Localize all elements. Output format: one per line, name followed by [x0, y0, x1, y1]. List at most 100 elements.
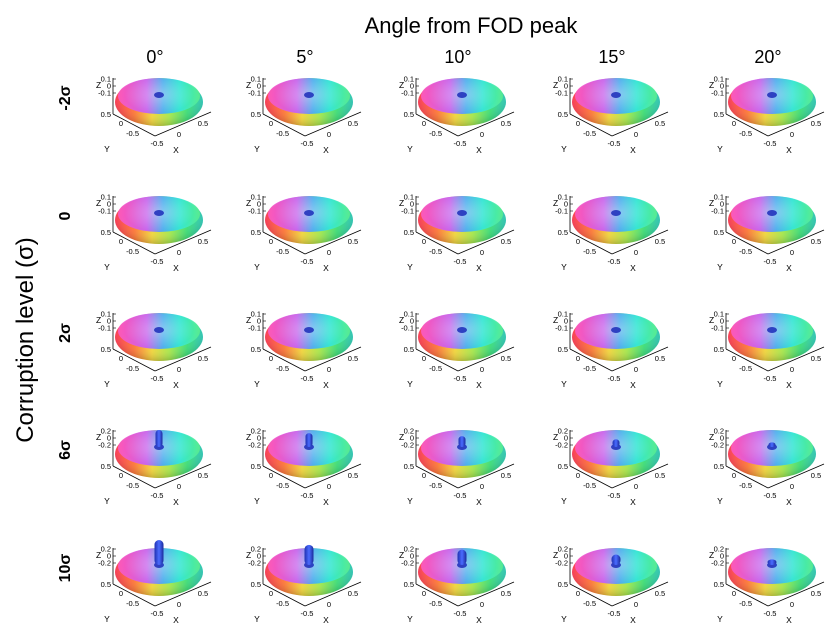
x-axis-label: X: [173, 263, 179, 273]
z-tick-label: 0: [564, 317, 568, 326]
z-axis-label: Z: [553, 432, 558, 442]
y-tick-label: 0.5: [101, 462, 111, 471]
fod-panel: 0.2 0 -0.2 Z 0.5 0 -0.5 Y -0.5 0 0.5 X: [550, 524, 680, 625]
z-tick-label: 0: [107, 317, 111, 326]
z-tick-label: -0.1: [711, 207, 724, 216]
z-tick-label: -0.1: [711, 89, 724, 98]
z-tick-label: 0: [564, 434, 568, 443]
fod-panel: 0.1 0 -0.1 Z 0.5 0 -0.5 Y -0.5 0 0.5 X: [243, 289, 373, 390]
z-tick-label: 0.1: [714, 193, 724, 202]
x-tick-label: 0.5: [811, 589, 821, 598]
x-tick-label: 0: [634, 482, 638, 491]
fod-plot: 0.20-0.2Z0.50-0.5Y-0.500.5X: [96, 427, 212, 507]
y-axis: [415, 113, 459, 137]
y-tick-label: 0: [732, 471, 736, 480]
x-tick-label: -0.5: [454, 257, 467, 266]
x-tick-label: -0.5: [151, 491, 164, 500]
y-tick-label: 0: [576, 589, 580, 598]
fod-panel: 0.2 0 -0.2 Z 0.5 0 -0.5 Y -0.5 0 0.5 X: [706, 406, 832, 507]
z-tick-label: 0.2: [404, 427, 414, 436]
torus-center: [767, 92, 777, 98]
fod-spike: [458, 436, 466, 447]
z-tick-label: 0.1: [714, 310, 724, 319]
z-tick-label: 0.1: [101, 310, 111, 319]
z-tick-label: 0: [107, 200, 111, 209]
y-tick-label: -0.5: [126, 129, 139, 138]
y-tick-label: -0.5: [126, 599, 139, 608]
y-tick-label: -0.5: [126, 364, 139, 373]
z-tick-label: 0.1: [558, 75, 568, 84]
fod-panel: 0.1 0 -0.1 Z 0.5 0 -0.5 Y -0.5 0 0.5 X: [396, 172, 526, 273]
z-tick-label: 0: [410, 552, 414, 561]
x-tick-label: -0.5: [454, 491, 467, 500]
y-tick-label: -0.5: [429, 364, 442, 373]
x-axis: [767, 463, 825, 489]
z-tick-label: -0.2: [248, 441, 261, 450]
fod-plot: 0.20-0.2Z0.50-0.5Y-0.500.5X: [553, 427, 669, 507]
y-tick-label: 0: [422, 354, 426, 363]
x-tick-label: 0: [634, 365, 638, 374]
y-axis-label: Y: [717, 614, 723, 624]
x-axis: [154, 346, 212, 372]
z-tick-label: 0.1: [101, 75, 111, 84]
y-tick-label: 0.5: [714, 345, 724, 354]
x-tick-label: -0.5: [764, 139, 777, 148]
x-tick-label: 0.5: [348, 237, 358, 246]
y-axis-label: Y: [104, 496, 110, 506]
x-tick-label: 0: [327, 248, 331, 257]
fod-plot: 0.10-0.1Z0.50-0.5Y-0.500.5X: [96, 75, 212, 155]
z-axis-label: Z: [709, 198, 714, 208]
y-axis: [112, 348, 156, 372]
y-tick-label: 0: [119, 119, 123, 128]
fod-plot: 0.10-0.1Z0.50-0.5Y-0.500.5X: [399, 193, 515, 273]
x-tick-label: 0: [327, 365, 331, 374]
y-axis: [725, 583, 769, 607]
fod-plot: 0.20-0.2Z0.50-0.5Y-0.500.5X: [709, 427, 825, 507]
z-tick-label: 0.1: [101, 193, 111, 202]
x-axis-label: X: [786, 497, 792, 507]
y-tick-label: 0.5: [251, 228, 261, 237]
z-tick-label: -0.2: [401, 441, 414, 450]
z-axis-label: Z: [96, 550, 101, 560]
torus-shading: [115, 548, 203, 596]
fod-panel: 0.2 0 -0.2 Z 0.5 0 -0.5 Y -0.5 0 0.5 X: [243, 406, 373, 507]
x-tick-label: 0.5: [501, 237, 511, 246]
x-tick-label: 0.5: [655, 354, 665, 363]
fod-plot: 0.10-0.1Z0.50-0.5Y-0.500.5X: [553, 310, 669, 390]
y-axis: [262, 465, 306, 489]
x-axis-label: X: [630, 263, 636, 273]
fod-plot: 0.10-0.1Z0.50-0.5Y-0.500.5X: [246, 75, 362, 155]
x-tick-label: 0.5: [501, 354, 511, 363]
x-tick-label: 0: [480, 600, 484, 609]
fod-spike: [612, 439, 620, 447]
z-tick-label: -0.1: [98, 89, 111, 98]
x-tick-label: 0: [177, 365, 181, 374]
z-tick-label: -0.1: [401, 89, 414, 98]
y-axis: [112, 113, 156, 137]
x-tick-label: -0.5: [454, 609, 467, 618]
x-tick-label: -0.5: [454, 139, 467, 148]
row-axis-label: Corruption level (σ): [12, 237, 39, 443]
fod-plot: 0.10-0.1Z0.50-0.5Y-0.500.5X: [553, 75, 669, 155]
z-tick-label: 0: [564, 200, 568, 209]
x-axis-label: X: [630, 615, 636, 625]
fod-panel: 0.2 0 -0.2 Z 0.5 0 -0.5 Y -0.5 0 0.5 X: [396, 524, 526, 625]
x-tick-label: -0.5: [608, 139, 621, 148]
z-axis-label: Z: [96, 198, 101, 208]
torus-shading: [418, 78, 506, 126]
y-tick-label: 0: [732, 237, 736, 246]
y-axis-label: Y: [717, 144, 723, 154]
y-axis-label: Y: [561, 262, 567, 272]
fod-plot: 0.20-0.2Z0.50-0.5Y-0.500.5X: [553, 545, 669, 625]
x-axis-label: X: [173, 497, 179, 507]
y-axis-label: Y: [407, 496, 413, 506]
fod-panel: 0.2 0 -0.2 Z 0.5 0 -0.5 Y -0.5 0 0.5 X: [550, 406, 680, 507]
y-tick-label: 0.5: [558, 580, 568, 589]
x-tick-label: 0.5: [198, 354, 208, 363]
z-tick-label: 0.2: [714, 427, 724, 436]
fod-spike: [767, 559, 777, 565]
z-tick-label: 0.1: [251, 193, 261, 202]
torus-center: [154, 327, 164, 333]
x-tick-label: -0.5: [764, 609, 777, 618]
x-tick-label: -0.5: [301, 374, 314, 383]
